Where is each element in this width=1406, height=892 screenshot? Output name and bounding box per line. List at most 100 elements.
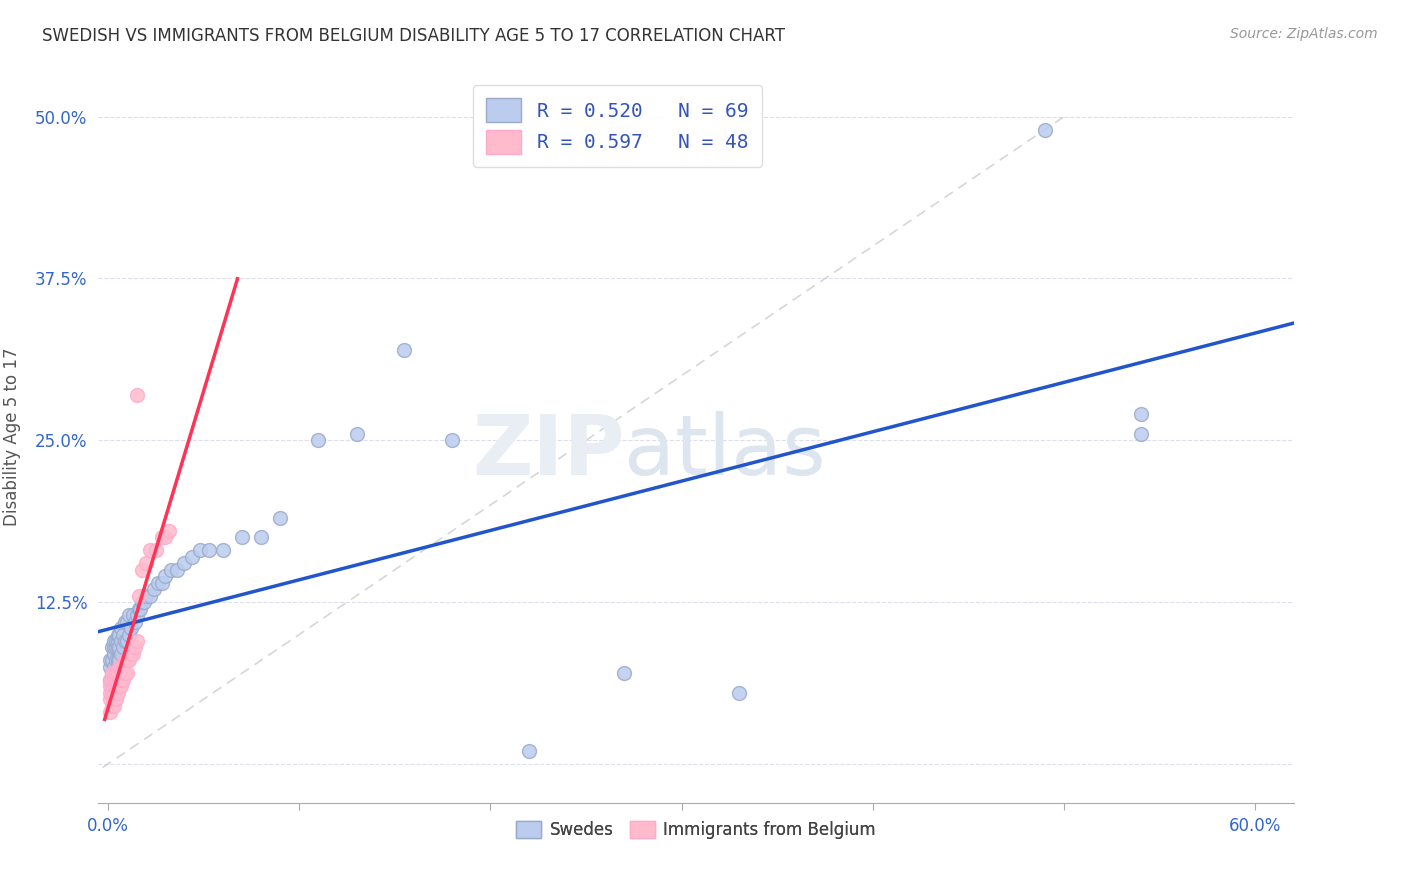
Point xyxy=(198,543,221,558)
Point xyxy=(101,698,124,713)
Point xyxy=(115,666,138,681)
Point xyxy=(101,673,124,687)
Point xyxy=(103,673,125,687)
Point xyxy=(98,705,121,719)
Point xyxy=(110,679,132,693)
Point xyxy=(108,679,131,693)
Point xyxy=(115,653,138,667)
Point xyxy=(517,744,540,758)
Point xyxy=(613,666,636,681)
Point xyxy=(108,627,131,641)
Point xyxy=(114,634,136,648)
Point xyxy=(128,601,150,615)
Point xyxy=(103,686,125,700)
Text: atlas: atlas xyxy=(624,411,825,492)
Point xyxy=(728,686,751,700)
Point xyxy=(110,634,132,648)
Point xyxy=(441,434,464,448)
Legend: Swedes, Immigrants from Belgium: Swedes, Immigrants from Belgium xyxy=(509,814,883,846)
Point xyxy=(98,673,121,687)
Point xyxy=(125,388,148,402)
Point xyxy=(107,666,129,681)
Point xyxy=(103,666,125,681)
Point xyxy=(104,679,127,693)
Point xyxy=(101,666,124,681)
Point xyxy=(107,640,129,655)
Point xyxy=(1129,408,1152,422)
Point xyxy=(142,582,165,597)
Point xyxy=(188,543,211,558)
Point xyxy=(101,679,124,693)
Point xyxy=(108,673,131,687)
Point xyxy=(110,673,132,687)
Point xyxy=(114,615,136,629)
Point xyxy=(101,686,124,700)
Point xyxy=(269,511,291,525)
Point xyxy=(128,589,150,603)
Point xyxy=(98,660,121,674)
Point xyxy=(121,647,143,661)
Point xyxy=(108,640,131,655)
Point xyxy=(131,563,153,577)
Point xyxy=(150,530,173,544)
Point xyxy=(125,608,148,623)
Point xyxy=(115,634,138,648)
Point xyxy=(115,615,138,629)
Point xyxy=(112,640,135,655)
Point xyxy=(98,673,121,687)
Point xyxy=(129,601,152,615)
Point xyxy=(103,698,125,713)
Point xyxy=(394,343,416,357)
Y-axis label: Disability Age 5 to 17: Disability Age 5 to 17 xyxy=(3,348,21,526)
Point xyxy=(125,634,148,648)
Point xyxy=(108,653,131,667)
Point xyxy=(107,653,129,667)
Point xyxy=(120,621,142,635)
Point xyxy=(112,673,135,687)
Point xyxy=(107,679,129,693)
Point xyxy=(103,679,125,693)
Point xyxy=(101,653,124,667)
Point xyxy=(98,692,121,706)
Point xyxy=(231,530,253,544)
Point xyxy=(104,666,127,681)
Point xyxy=(98,653,121,667)
Point xyxy=(118,608,141,623)
Point xyxy=(150,575,173,590)
Point xyxy=(131,595,153,609)
Point xyxy=(103,673,125,687)
Point xyxy=(104,653,127,667)
Text: SWEDISH VS IMMIGRANTS FROM BELGIUM DISABILITY AGE 5 TO 17 CORRELATION CHART: SWEDISH VS IMMIGRANTS FROM BELGIUM DISAB… xyxy=(42,27,785,45)
Point xyxy=(118,627,141,641)
Point xyxy=(346,426,368,441)
Point xyxy=(1033,122,1056,136)
Point xyxy=(101,679,124,693)
Point xyxy=(107,627,129,641)
Point xyxy=(104,692,127,706)
Point xyxy=(121,608,143,623)
Point xyxy=(120,647,142,661)
Point xyxy=(160,563,183,577)
Point xyxy=(108,660,131,674)
Point xyxy=(124,615,146,629)
Point xyxy=(211,543,233,558)
Point xyxy=(110,621,132,635)
Point xyxy=(157,524,180,538)
Point xyxy=(146,575,169,590)
Point xyxy=(135,557,157,571)
Point xyxy=(98,679,121,693)
Point xyxy=(250,530,273,544)
Point xyxy=(110,647,132,661)
Point xyxy=(103,660,125,674)
Point xyxy=(114,666,136,681)
Point xyxy=(139,589,162,603)
Point xyxy=(307,434,329,448)
Point xyxy=(145,543,167,558)
Point xyxy=(139,543,162,558)
Point xyxy=(103,634,125,648)
Point xyxy=(135,589,157,603)
Point xyxy=(173,557,195,571)
Point xyxy=(101,640,124,655)
Point xyxy=(107,686,129,700)
Point xyxy=(103,647,125,661)
